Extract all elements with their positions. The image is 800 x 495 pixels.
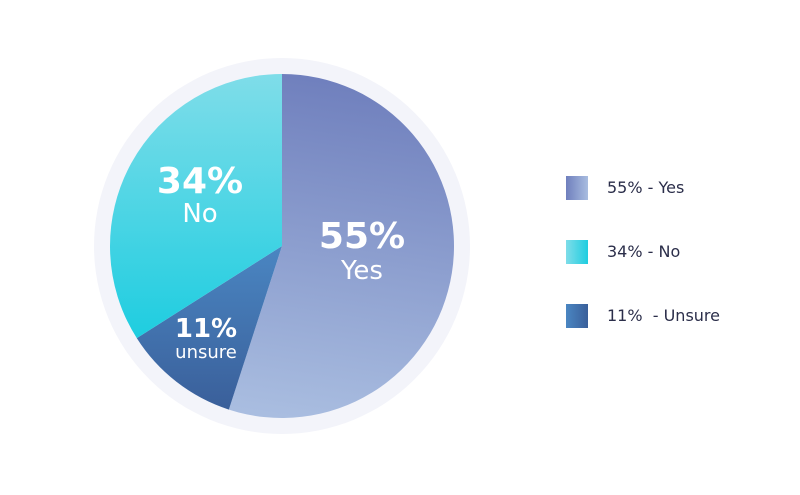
slice-label-name-no: No	[182, 199, 217, 229]
legend-swatch	[566, 240, 588, 264]
slice-label-name-yes: Yes	[340, 256, 383, 286]
pie-slice-no	[110, 74, 282, 339]
legend-swatch	[566, 176, 588, 200]
slice-label-pct-no: 34%	[157, 161, 243, 202]
legend-swatch	[566, 304, 588, 328]
pie-slice-unsure	[136, 246, 282, 410]
slice-label-name-unsure: unsure	[175, 342, 237, 363]
legend-label: 55% - Yes	[607, 178, 685, 197]
pie-slice-labels: 55%Yes 11%unsure 34%No	[157, 161, 405, 363]
slice-label-pct-unsure: 11%	[175, 314, 237, 344]
legend-label: 34% - No	[607, 242, 681, 261]
pie-slice-yes	[228, 74, 455, 418]
legend-label: 11% - Unsure	[607, 306, 720, 325]
slice-label-pct-yes: 55%	[319, 216, 405, 257]
pie-slices	[110, 74, 455, 418]
